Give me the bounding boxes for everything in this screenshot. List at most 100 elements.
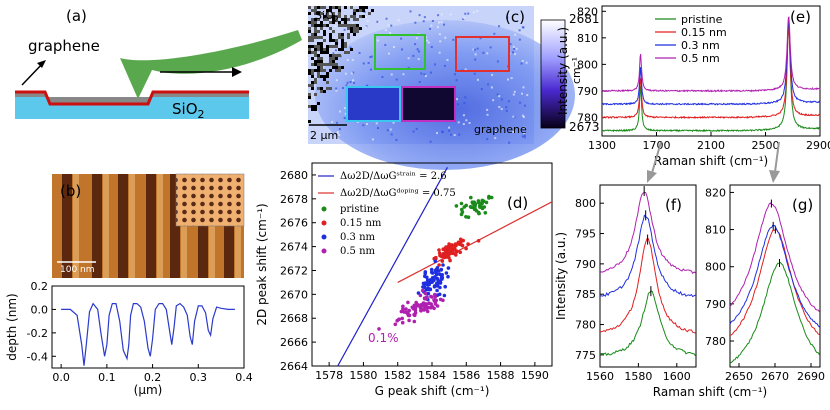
map-noise-pixel	[420, 72, 423, 75]
map-noise-pixel	[464, 68, 467, 71]
scatter-point	[454, 249, 459, 254]
x-tick-label: 1590	[521, 369, 549, 382]
map-noise-pixel	[424, 74, 427, 77]
map-bg-pixel	[326, 63, 329, 66]
map-bg-pixel	[338, 36, 341, 39]
x-tick-label: 0.3	[190, 371, 208, 384]
map-noise-pixel	[331, 42, 334, 45]
map-noise-pixel	[519, 101, 522, 104]
map-bg-pixel	[308, 27, 311, 30]
legend-swatch-03nm	[321, 234, 327, 240]
map-bg-pixel	[317, 48, 320, 51]
map-bg-pixel	[320, 27, 323, 30]
map-noise-pixel	[431, 19, 434, 22]
y-tick-label: 2664	[280, 360, 308, 373]
map-bg-pixel	[314, 30, 317, 33]
graphene-pointer-arrowhead	[37, 60, 46, 68]
map-noise-pixel	[407, 57, 410, 60]
afm-ridge	[103, 174, 109, 278]
afm-trench	[62, 174, 72, 278]
scatter-point	[470, 200, 475, 204]
map-bg-pixel	[308, 72, 311, 75]
map-bg-pixel	[314, 45, 317, 48]
map-noise-pixel	[509, 43, 512, 46]
scatter-point	[421, 285, 425, 289]
map-bg-pixel	[323, 48, 326, 51]
spectrum-03nm	[601, 17, 821, 106]
region-box-cyan	[346, 86, 401, 122]
map-noise-pixel	[352, 71, 355, 74]
y-tick-label: 790	[705, 298, 726, 311]
y-tick-label: 785	[575, 288, 596, 301]
map-bg-pixel	[317, 18, 320, 21]
y-tick-label: -0.4	[27, 350, 48, 363]
map-noise-pixel	[336, 132, 339, 135]
map-bg-pixel	[317, 24, 320, 27]
zoom-arrowhead-g	[647, 170, 657, 183]
map-bg-pixel	[320, 63, 323, 66]
map-bg-pixel	[359, 6, 362, 9]
map-noise-pixel	[386, 129, 389, 132]
y-tick-label: 2674	[280, 241, 308, 254]
scatter-point	[440, 275, 445, 280]
scatter-point	[469, 195, 473, 200]
scatter-point	[430, 271, 435, 275]
spectrum-pristine	[601, 24, 821, 133]
map-noise-pixel	[465, 119, 468, 122]
map-bg-pixel	[317, 12, 320, 15]
map-bg-pixel	[317, 66, 320, 69]
map-noise-pixel	[474, 58, 477, 61]
map-bg-pixel	[335, 57, 338, 60]
map-noise-pixel	[521, 135, 524, 138]
y-tick-label: 2680	[280, 169, 308, 182]
scatter-point	[443, 284, 448, 289]
g-spectrum-05nm	[599, 191, 696, 275]
legend-swatch-pristine	[321, 206, 327, 212]
map-noise-pixel	[417, 50, 420, 53]
map-sio2-sub: 2	[334, 15, 339, 24]
scatter-point	[444, 271, 449, 275]
map-bg-pixel	[311, 69, 314, 72]
scatter-point	[489, 195, 494, 200]
map-bg-pixel	[353, 15, 356, 18]
map-noise-pixel	[514, 33, 517, 36]
scatter-point	[464, 203, 469, 208]
scatter-point	[423, 302, 427, 306]
scatter-point	[435, 304, 440, 308]
map-bg-pixel	[323, 90, 326, 93]
map-noise-pixel	[331, 120, 334, 123]
scatter-point	[447, 242, 451, 246]
map-noise-pixel	[362, 62, 365, 65]
y-tick-label: 790	[575, 258, 596, 271]
map-bg-pixel	[359, 27, 362, 30]
map-noise-pixel	[376, 39, 379, 42]
map-bg-pixel	[335, 69, 338, 72]
scatter-point	[440, 259, 445, 263]
map-bg-pixel	[350, 27, 353, 30]
map-bg-pixel	[338, 21, 341, 24]
x-tick-label: 2500	[752, 139, 780, 152]
map-bg-pixel	[332, 21, 335, 24]
depth-line	[61, 302, 235, 366]
map-bg-pixel	[320, 24, 323, 27]
g-spectrum-03nm	[599, 214, 696, 298]
map-bg-pixel	[311, 57, 314, 60]
y-tick-label: 780	[705, 335, 726, 348]
map-bg-pixel	[338, 12, 341, 15]
scatter-point	[424, 288, 429, 292]
map-bg-pixel	[314, 27, 317, 30]
scatter-point	[466, 215, 471, 219]
map-bg-pixel	[335, 39, 338, 42]
y-axis-label: depth (nm)	[5, 293, 19, 360]
map-bg-pixel	[326, 12, 329, 15]
y-tick-label: 810	[577, 32, 598, 45]
map-bg-pixel	[311, 108, 314, 111]
map-bg-pixel	[329, 15, 332, 18]
scatter-point	[422, 296, 427, 301]
x-tick-label: 1586	[452, 369, 480, 382]
g-spectrum-015nm	[599, 238, 696, 334]
map-noise-pixel	[456, 98, 459, 101]
map-bg-pixel	[371, 9, 374, 12]
map-bg-pixel	[311, 75, 314, 78]
y-tick-label: 2670	[280, 288, 308, 301]
